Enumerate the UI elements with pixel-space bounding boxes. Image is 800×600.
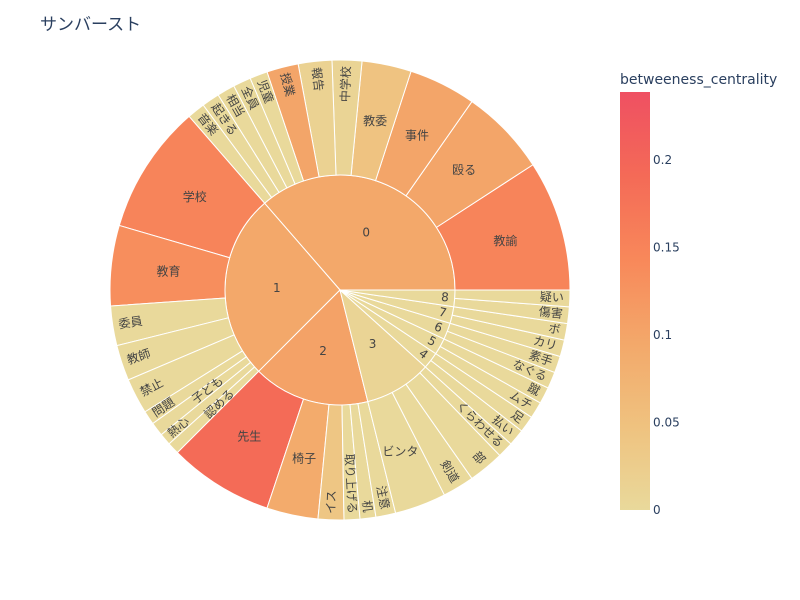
leaf-label: 注意 bbox=[374, 484, 393, 511]
colorbar-tick-label: 0 bbox=[653, 503, 661, 517]
leaf-label: 中学校 bbox=[337, 66, 353, 102]
leaf-label: 取り上げる bbox=[342, 453, 359, 514]
leaf-label: イス bbox=[324, 490, 339, 514]
leaf-label: ビンタ bbox=[382, 445, 418, 459]
leaf-label: 教委 bbox=[363, 113, 387, 128]
leaf-label: 殴る bbox=[452, 163, 476, 177]
colorbar-tick-label: 0.1 bbox=[653, 328, 672, 342]
leaf-label: 傷害 bbox=[538, 303, 564, 321]
leaf-label: 事件 bbox=[405, 129, 429, 143]
colorbar: betweeness_centrality 0 0.05 0.1 0.15 0.2 bbox=[620, 72, 777, 517]
leaf-label: 机 bbox=[359, 499, 374, 513]
leaf-label: 教育 bbox=[156, 264, 180, 279]
leaf-label: 学校 bbox=[183, 189, 207, 204]
sunburst-rings: 012 345678教諭殴る事件教委中学校報告授業児童全員相当起きる音楽学校教育委… bbox=[109, 59, 571, 521]
leaf-label: 椅子 bbox=[292, 452, 316, 466]
colorbar-tick-label: 0.15 bbox=[653, 241, 680, 255]
group-label: 3 bbox=[369, 337, 377, 351]
leaf-label: 報告 bbox=[309, 67, 326, 92]
group-label: 2 bbox=[319, 344, 327, 358]
leaf-label: 教諭 bbox=[493, 233, 517, 248]
group-label: 1 bbox=[273, 281, 281, 295]
leaf-label: 授業 bbox=[278, 71, 299, 98]
leaf-label: 蹴 bbox=[525, 381, 542, 399]
colorbar-tick-label: 0.2 bbox=[653, 153, 672, 167]
chart-title: サンバースト bbox=[40, 15, 142, 35]
colorbar-gradient bbox=[620, 92, 650, 510]
sunburst-leaf[interactable] bbox=[454, 289, 571, 308]
group-label: 0 bbox=[362, 225, 370, 239]
colorbar-title: betweeness_centrality bbox=[620, 72, 777, 88]
leaf-label: 教師 bbox=[125, 345, 153, 367]
colorbar-tick-label: 0.05 bbox=[653, 416, 680, 430]
leaf-label: 疑い bbox=[540, 289, 565, 305]
leaf-label: 先生 bbox=[237, 430, 261, 444]
leaf-label: 委員 bbox=[118, 314, 144, 332]
group-label: 7 bbox=[438, 305, 449, 320]
leaf-label: カリ bbox=[532, 333, 559, 353]
leaf-label: ボ bbox=[547, 321, 561, 337]
group-label: 8 bbox=[441, 290, 450, 305]
